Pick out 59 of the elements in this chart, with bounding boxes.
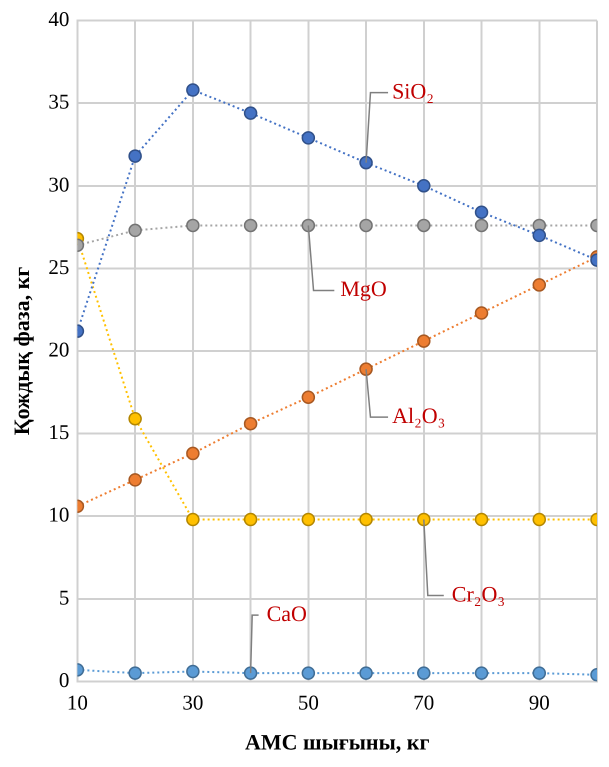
point <box>474 666 488 680</box>
point <box>128 412 142 426</box>
x-tick-label: 50 <box>298 690 319 715</box>
point <box>417 666 431 680</box>
point <box>474 512 488 526</box>
point <box>417 218 431 232</box>
point <box>302 666 316 680</box>
point <box>532 666 546 680</box>
point <box>474 306 488 320</box>
y-tick-label: 35 <box>48 90 70 114</box>
y-tick-label: 40 <box>48 7 70 32</box>
y-tick-label: 30 <box>48 172 70 196</box>
point <box>532 278 546 292</box>
point <box>244 512 258 526</box>
point <box>532 512 546 526</box>
point <box>128 473 142 487</box>
y-axis-title: Қождық фаза, кг <box>8 266 34 436</box>
point <box>302 390 316 404</box>
text: SiO₂ <box>392 78 434 104</box>
point <box>128 149 142 163</box>
x-axis-title: АМС шығыны, кг <box>244 729 430 754</box>
y-tick-label: 15 <box>48 420 70 444</box>
series-label: Al₂O₃ <box>392 402 446 428</box>
point <box>474 218 488 232</box>
point <box>532 228 546 242</box>
y-tick-label: 10 <box>48 502 70 527</box>
point <box>186 664 200 678</box>
point <box>302 218 316 232</box>
point <box>359 362 373 376</box>
point <box>186 512 200 526</box>
point <box>417 334 431 348</box>
text: Cr₂O₃ <box>452 581 506 606</box>
point <box>474 205 488 219</box>
series-label: CaO <box>266 600 307 626</box>
point <box>244 218 258 232</box>
point <box>128 666 142 680</box>
point <box>417 512 431 526</box>
point <box>359 218 373 232</box>
point <box>244 106 258 120</box>
point <box>186 446 200 460</box>
point <box>359 156 373 170</box>
x-tick-label: 30 <box>182 690 204 715</box>
point <box>186 83 200 97</box>
text: MgO <box>340 276 387 302</box>
y-tick-label: 20 <box>48 338 70 362</box>
y-tick-label: 25 <box>48 254 70 279</box>
point <box>302 131 316 145</box>
point <box>244 666 258 680</box>
point <box>244 416 258 430</box>
x-tick-label: 90 <box>528 690 550 715</box>
point <box>359 666 373 680</box>
point <box>186 218 200 232</box>
point <box>417 179 431 193</box>
x-tick-label: 70 <box>413 690 434 715</box>
y-tick-label: 5 <box>58 585 70 610</box>
point <box>302 512 316 526</box>
y-tick-label: 0 <box>58 668 70 692</box>
point <box>128 224 142 238</box>
point <box>359 512 373 526</box>
